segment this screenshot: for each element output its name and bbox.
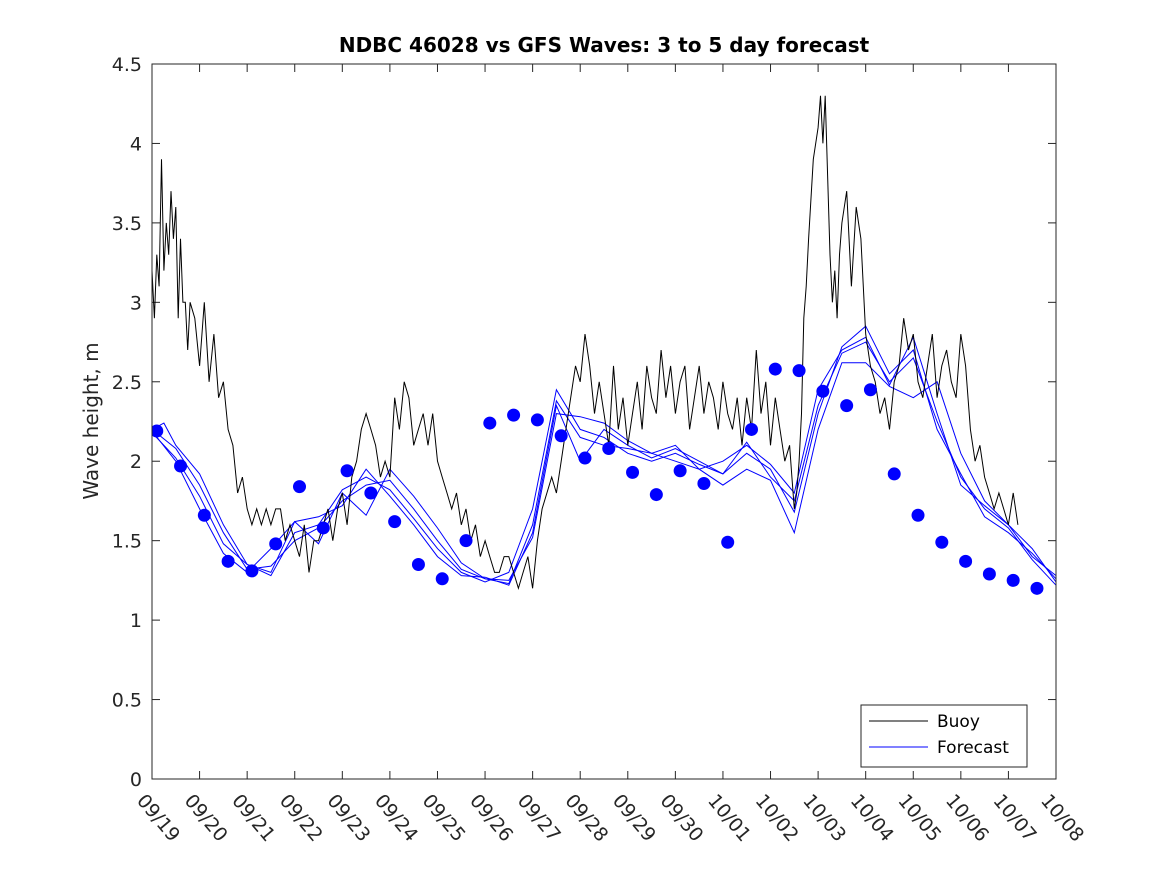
y-tick-label: 0.5 [112,690,142,712]
forecast-point [245,564,259,578]
forecast-point [840,399,854,413]
forecast-point [792,364,806,378]
y-tick-label: 0 [130,769,142,791]
forecast-point [982,567,996,581]
forecast-point [673,464,687,478]
forecast-point [554,429,568,443]
forecast-series-line [152,362,1056,581]
forecast-point [292,480,306,494]
y-tick-label: 2 [130,451,142,473]
y-tick-label: 4 [130,133,142,155]
forecast-point [887,467,901,481]
plot-area [152,95,1056,595]
forecast-point [221,554,235,568]
buoy-series-line [152,95,1019,591]
legend: Buoy Forecast [860,704,1028,768]
forecast-markers [152,362,1044,595]
buoy-line [152,95,1019,591]
forecast-point [411,558,425,571]
forecast-point [911,508,925,522]
forecast-point [483,416,497,430]
forecast-point [578,451,592,465]
forecast-point [507,408,521,422]
y-axis-label: Wave height, m [79,342,103,499]
legend-box [860,704,1028,768]
forecast-point [768,362,782,376]
y-tick-label: 3 [130,292,142,314]
forecast-point [435,572,449,586]
forecast-series-line [152,325,1056,583]
forecast-point [935,535,949,549]
forecast-point [697,476,711,490]
forecast-point [959,554,973,568]
forecast-point [649,488,663,502]
forecast-point [626,465,640,479]
forecast-point [816,384,830,398]
forecast-point [459,534,473,548]
y-tick-label: 2.5 [112,372,142,394]
axes-box [151,63,1057,780]
y-tick-labels: 0 0.5 1 1.5 2 2.5 3 3.5 4 4.5 [112,54,142,791]
forecast-point [364,486,378,500]
y-tick-label: 3.5 [112,213,142,235]
forecast-point [744,422,758,436]
y-tick-label: 1 [130,610,142,632]
forecast-point [1006,573,1020,587]
y-tick-label: 4.5 [112,54,142,76]
forecast-point [152,424,164,438]
y-tick-label: 1.5 [112,531,142,553]
forecast-point [269,537,283,551]
forecast-point [174,459,188,473]
legend-forecast-label: Forecast [937,738,1009,758]
forecast-point [721,535,735,549]
forecast-point [863,383,877,397]
forecast-point [340,464,354,478]
forecast-point [1030,581,1044,595]
forecast-point [197,508,211,522]
chart-title: NDBC 46028 vs GFS Waves: 3 to 5 day fore… [339,33,870,57]
forecast-series-line [152,341,1056,586]
legend-buoy-label: Buoy [937,712,980,732]
forecast-point [316,521,330,535]
forecast-point [602,442,616,456]
forecast-point [388,515,402,529]
forecast-point [530,413,544,427]
